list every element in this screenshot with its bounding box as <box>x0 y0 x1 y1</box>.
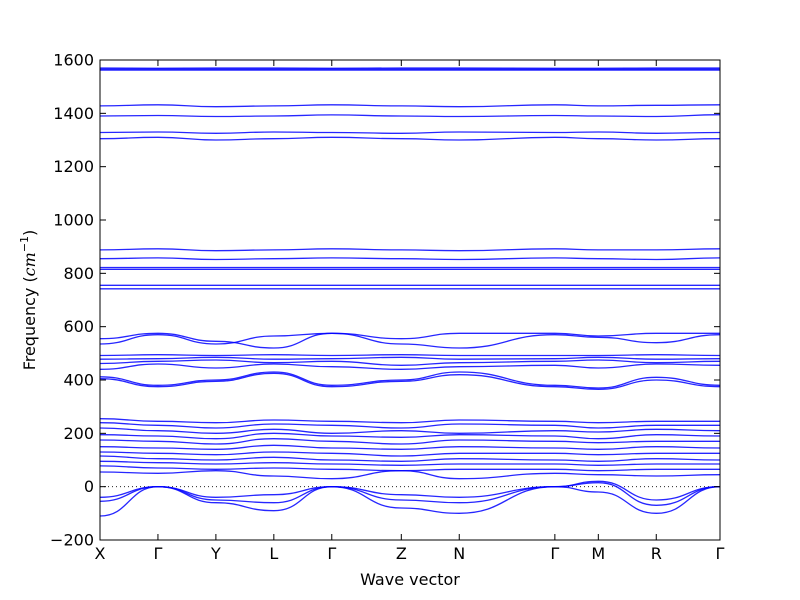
phonon-band-line <box>100 371 720 389</box>
x-tick-label: Γ <box>327 544 336 563</box>
x-tick-label: Z <box>396 544 407 563</box>
phonon-band-line <box>100 470 720 480</box>
phonon-bands <box>100 67 720 517</box>
y-tick-label: 1000 <box>53 211 94 230</box>
y-axis-label-text: Frequency ( <box>20 276 39 370</box>
y-axis-label-exponent: −1 <box>18 236 31 252</box>
phonon-band-line <box>100 451 720 457</box>
phonon-band-line <box>100 354 720 357</box>
x-tick-label: X <box>95 544 106 563</box>
y-tick-label: 400 <box>63 371 94 390</box>
x-tick-label: Y <box>210 544 221 563</box>
y-axis-label-unit: cm <box>20 252 39 276</box>
phonon-band-line <box>100 427 720 434</box>
y-tick-label: 800 <box>63 264 94 283</box>
phonon-band-line <box>100 422 720 429</box>
x-tick-label: N <box>453 544 465 563</box>
phonon-band-line <box>100 104 720 108</box>
phonon-band-line <box>100 257 720 261</box>
x-tick-label: Γ <box>716 544 725 563</box>
phonon-band-line <box>100 444 720 450</box>
phonon-band-line <box>100 455 720 462</box>
y-tick-label: 200 <box>63 424 94 443</box>
x-axis-label: Wave vector <box>360 570 460 589</box>
phonon-band-line <box>100 136 720 141</box>
phonon-band-line <box>100 438 720 445</box>
phonon-band-line <box>100 332 720 349</box>
phonon-band-line <box>100 432 720 440</box>
phonon-band-line <box>100 418 720 424</box>
phonon-band-line <box>100 460 720 466</box>
y-tick-label: 1400 <box>53 104 94 123</box>
y-tick-label: −200 <box>50 531 94 550</box>
y-axis-label: Frequency (cm−1) <box>18 230 39 371</box>
plot-frame <box>99 59 721 541</box>
phonon-band-line <box>100 482 720 506</box>
x-tick-label: Γ <box>153 544 162 563</box>
phonon-band-line <box>100 480 720 501</box>
x-tick-label: R <box>651 544 662 563</box>
phonon-band-line <box>100 359 720 366</box>
x-tick-label: L <box>269 544 278 563</box>
phonon-band-line <box>100 372 720 390</box>
phonon-band-line <box>100 486 720 517</box>
phonon-band-line <box>100 248 720 252</box>
y-axis-ticks: −200 0 200 400 600 800 1000 1200 1400 1600 <box>50 51 720 550</box>
y-tick-label: 1600 <box>53 51 94 70</box>
phonon-band-line <box>100 114 720 118</box>
y-tick-label: 600 <box>63 317 94 336</box>
y-tick-label: 1200 <box>53 157 94 176</box>
x-tick-label: M <box>591 544 605 563</box>
phonon-band-line <box>100 356 720 360</box>
y-axis-label-close: ) <box>20 230 39 236</box>
x-tick-label: Γ <box>550 544 559 563</box>
phonon-band-line <box>100 332 720 349</box>
phonon-band-line <box>100 363 720 370</box>
phonon-band-line <box>100 131 720 134</box>
y-tick-label: 0 <box>84 477 94 496</box>
